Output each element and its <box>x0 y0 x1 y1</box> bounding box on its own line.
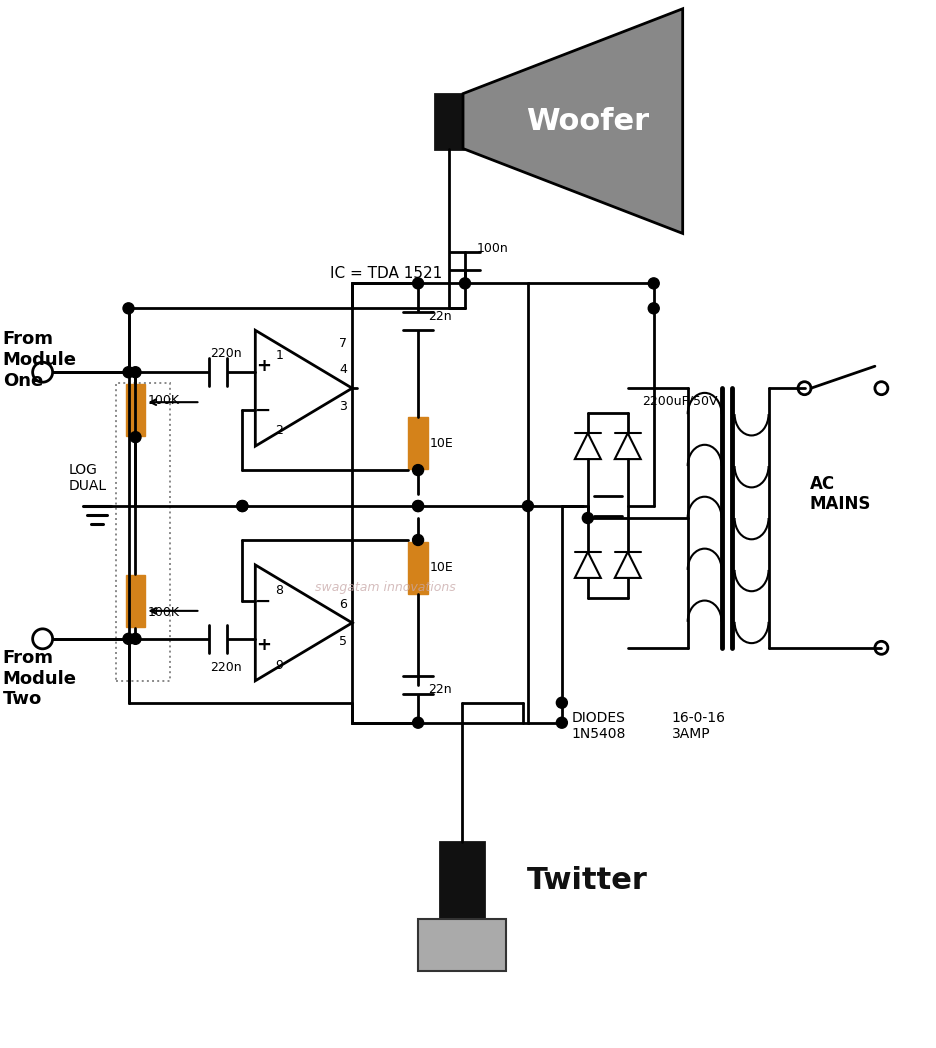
Text: 16-0-16
3AMP: 16-0-16 3AMP <box>671 711 724 741</box>
Bar <box>125 575 145 627</box>
Bar <box>434 93 462 149</box>
Text: −: − <box>255 591 271 610</box>
Circle shape <box>130 432 140 442</box>
Text: 6: 6 <box>339 597 347 611</box>
Text: 3: 3 <box>339 400 347 413</box>
Circle shape <box>412 501 423 511</box>
Circle shape <box>123 367 134 377</box>
Circle shape <box>33 363 52 383</box>
Polygon shape <box>255 565 352 681</box>
Text: swagatam innovations: swagatam innovations <box>314 582 455 594</box>
Circle shape <box>412 717 423 728</box>
Bar <box>408 542 428 594</box>
Bar <box>408 417 428 470</box>
Bar <box>440 842 484 919</box>
Circle shape <box>412 278 423 289</box>
Text: 2: 2 <box>275 424 283 437</box>
Text: −: − <box>255 400 271 419</box>
Circle shape <box>797 381 811 395</box>
Text: +: + <box>256 357 271 375</box>
Text: 100n: 100n <box>476 242 508 255</box>
Text: 1: 1 <box>275 349 283 363</box>
Text: 4: 4 <box>339 364 347 376</box>
Text: 100K: 100K <box>147 607 180 619</box>
Circle shape <box>33 629 52 649</box>
Polygon shape <box>462 8 682 234</box>
Polygon shape <box>574 433 600 459</box>
Circle shape <box>874 641 887 654</box>
Circle shape <box>874 381 887 395</box>
Text: LOG
DUAL: LOG DUAL <box>68 463 107 494</box>
Text: 9: 9 <box>275 659 283 672</box>
Circle shape <box>459 278 470 289</box>
Polygon shape <box>614 433 640 459</box>
Circle shape <box>412 534 423 545</box>
Polygon shape <box>574 552 600 577</box>
Text: 100K: 100K <box>147 394 180 407</box>
Text: 10E: 10E <box>430 562 453 574</box>
Polygon shape <box>614 552 640 577</box>
Text: +: + <box>256 636 271 654</box>
Circle shape <box>648 278 659 289</box>
Text: 10E: 10E <box>430 437 453 450</box>
Circle shape <box>556 717 566 728</box>
Circle shape <box>237 501 247 511</box>
Circle shape <box>123 303 134 313</box>
Text: Twitter: Twitter <box>526 866 647 895</box>
Text: 22n: 22n <box>428 310 451 323</box>
Text: 7: 7 <box>339 337 347 350</box>
Circle shape <box>522 501 533 511</box>
Text: 22n: 22n <box>428 683 451 696</box>
Text: From
Module
Two: From Module Two <box>3 649 77 708</box>
Text: 220n: 220n <box>211 347 241 361</box>
Circle shape <box>130 633 140 645</box>
Circle shape <box>412 501 423 511</box>
Circle shape <box>237 501 247 511</box>
Circle shape <box>123 633 134 645</box>
Text: IC = TDA 1521: IC = TDA 1521 <box>329 266 442 281</box>
Circle shape <box>130 367 140 377</box>
Circle shape <box>648 303 659 313</box>
Bar <box>125 385 145 436</box>
Text: AC
MAINS: AC MAINS <box>809 475 870 514</box>
Bar <box>417 919 505 971</box>
Text: 5: 5 <box>339 635 347 648</box>
Circle shape <box>412 464 423 476</box>
Text: From
Module
One: From Module One <box>3 330 77 390</box>
Text: 220n: 220n <box>211 661 241 674</box>
Text: 8: 8 <box>275 584 283 597</box>
Circle shape <box>581 512 592 524</box>
Circle shape <box>556 697 566 708</box>
Text: Woofer: Woofer <box>526 107 649 135</box>
Text: 2200uF/50V: 2200uF/50V <box>641 395 716 408</box>
Text: DIODES
1N5408: DIODES 1N5408 <box>571 711 625 741</box>
Bar <box>352 283 527 723</box>
Polygon shape <box>255 330 352 446</box>
